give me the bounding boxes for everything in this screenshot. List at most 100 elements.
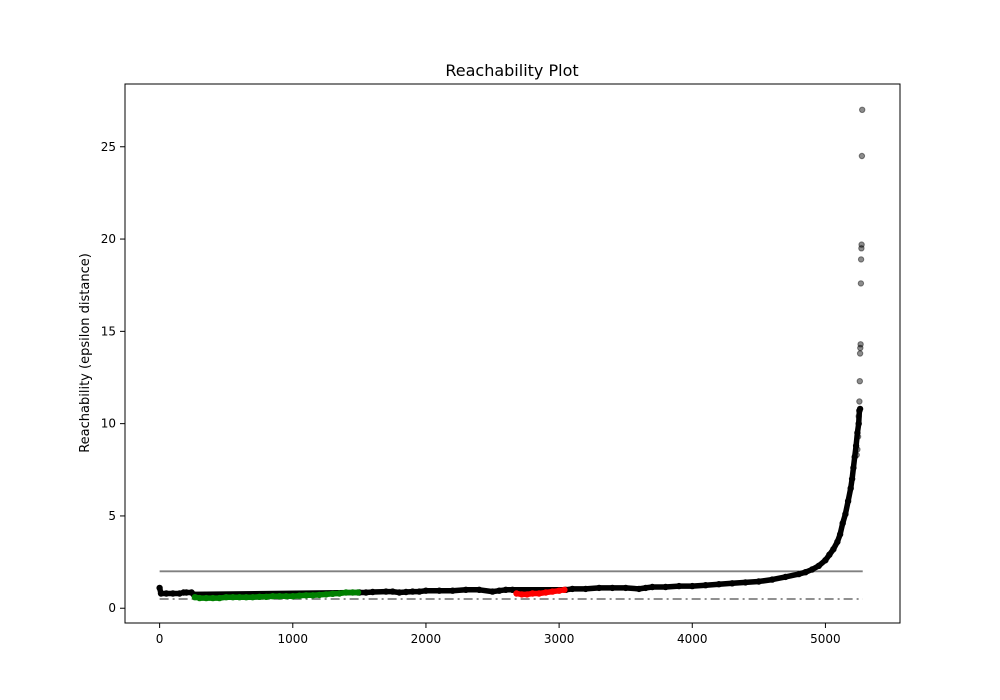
data-point [157, 590, 165, 597]
data-point [302, 592, 310, 599]
data-point [844, 498, 852, 505]
data-point [582, 585, 589, 593]
data-point [851, 453, 858, 461]
x-tick-label: 4000 [677, 632, 708, 646]
data-point [523, 591, 531, 598]
data-point [513, 590, 520, 597]
data-point [635, 585, 643, 593]
data-point [549, 588, 556, 595]
data-point [389, 588, 396, 595]
data-point [263, 593, 270, 600]
data-point [369, 588, 376, 596]
data-point [382, 588, 390, 595]
data-point [857, 341, 864, 348]
data-point [689, 582, 696, 590]
data-point [802, 569, 809, 576]
data-point [842, 510, 849, 518]
data-point [847, 485, 854, 492]
plot-area [156, 106, 866, 602]
data-point [856, 378, 863, 385]
data-point [675, 582, 683, 590]
data-point [336, 590, 343, 597]
data-point [322, 591, 330, 598]
data-point [163, 590, 170, 597]
data-point [282, 593, 290, 600]
x-tick-label: 0 [156, 632, 164, 646]
data-point [542, 589, 549, 596]
data-point [848, 475, 856, 483]
data-point [535, 590, 543, 597]
data-point [649, 583, 656, 591]
data-point [496, 587, 503, 594]
y-axis-label: Reachability (epsilon distance) [78, 253, 93, 453]
data-point [622, 584, 629, 592]
data-point [342, 589, 350, 596]
data-point [808, 566, 816, 573]
axes-frame [124, 83, 901, 624]
data-point [229, 594, 237, 601]
data-point [850, 464, 857, 472]
data-point [402, 588, 410, 596]
y-tick-label: 10 [101, 417, 116, 431]
data-point [169, 590, 177, 597]
data-point [529, 590, 536, 597]
data-point [422, 587, 430, 594]
data-point [855, 420, 862, 427]
data-point [249, 594, 257, 601]
data-point [209, 594, 217, 602]
data-point [853, 451, 860, 459]
data-point [715, 581, 723, 588]
data-point [329, 590, 336, 597]
y-tick-label: 25 [101, 140, 116, 154]
data-point [855, 413, 862, 420]
data-point [729, 580, 736, 587]
data-point [836, 531, 844, 538]
data-point [859, 106, 866, 114]
data-point [223, 594, 230, 601]
data-point [662, 583, 669, 591]
data-point [854, 429, 861, 437]
data-point [316, 591, 323, 599]
data-point [822, 557, 829, 564]
y-tick-label: 5 [108, 509, 116, 523]
x-tick-label: 5000 [810, 632, 841, 646]
data-point [409, 588, 416, 595]
data-point [354, 589, 362, 596]
data-point [462, 586, 470, 593]
chart-title: Reachability Plot [445, 61, 578, 80]
axes: 0 1000 2000 3000 4000 5000 0 5 10 15 20 25 [101, 83, 901, 646]
data-point [830, 546, 837, 553]
data-point [183, 589, 190, 596]
data-point [642, 584, 649, 592]
y-tick-label: 0 [108, 601, 116, 615]
data-point [852, 442, 860, 449]
data-point [826, 551, 833, 558]
y-tick-label: 20 [101, 232, 116, 246]
data-point [296, 592, 303, 599]
data-point [856, 398, 863, 405]
data-point [436, 587, 443, 594]
data-point [309, 592, 316, 599]
data-point [555, 587, 563, 594]
data-point [156, 584, 163, 592]
data-point [815, 562, 822, 569]
data-point [569, 585, 576, 593]
data-point [858, 152, 866, 160]
data-point [857, 280, 865, 287]
data-point [782, 573, 789, 581]
data-point [834, 538, 841, 545]
data-point [489, 588, 496, 595]
data-point [269, 593, 276, 600]
y-tick-label: 15 [101, 324, 116, 338]
data-point [236, 594, 243, 601]
data-point [595, 584, 603, 592]
data-point [289, 593, 296, 600]
data-point [702, 582, 709, 589]
data-point [203, 594, 210, 602]
data-point [609, 584, 616, 592]
data-point [216, 594, 223, 602]
data-point [795, 570, 802, 578]
data-point [769, 576, 776, 583]
